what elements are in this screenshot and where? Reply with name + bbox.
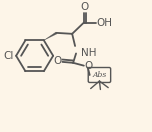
- Text: OH: OH: [97, 18, 112, 28]
- FancyBboxPatch shape: [88, 67, 111, 82]
- Polygon shape: [44, 32, 57, 40]
- Text: Cl: Cl: [4, 51, 14, 61]
- Text: O: O: [81, 2, 89, 12]
- Text: O: O: [85, 61, 93, 71]
- Text: Abs: Abs: [92, 71, 107, 79]
- Text: O: O: [53, 56, 61, 66]
- Text: NH: NH: [81, 48, 96, 58]
